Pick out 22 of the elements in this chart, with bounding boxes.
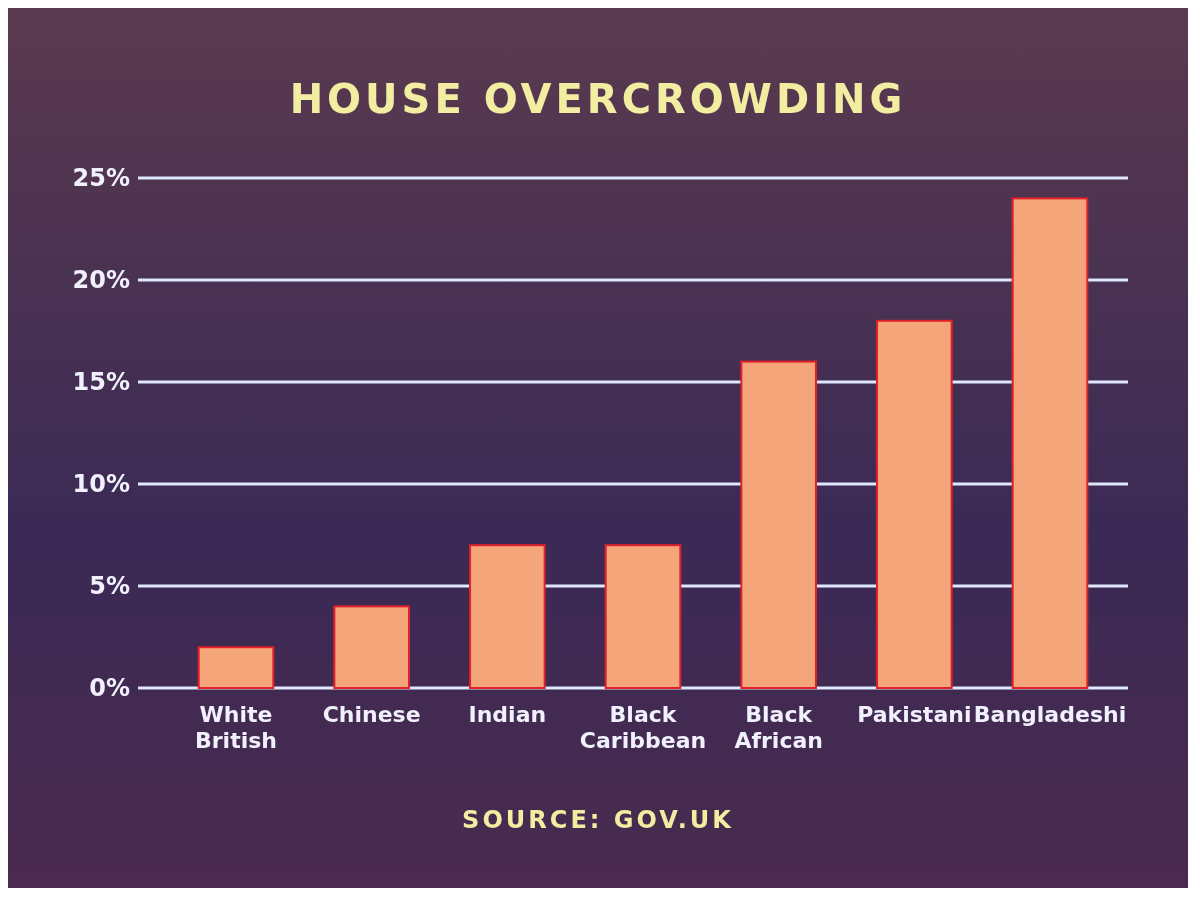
x-tick-label: Pakistani	[857, 702, 972, 727]
bar	[604, 544, 682, 689]
bar	[197, 646, 275, 689]
x-tick-label: Chinese	[322, 702, 421, 727]
bar	[740, 360, 817, 689]
x-tick-label: Black African	[734, 702, 823, 753]
y-tick-label: 0%	[89, 674, 130, 703]
x-tick-label: Indian	[468, 702, 547, 727]
x-tick-label: White British	[195, 702, 277, 753]
y-tick-label: 10%	[72, 470, 130, 499]
bar	[333, 605, 410, 689]
source-note: SOURCE: GOV.UK	[462, 806, 734, 834]
y-tick-label: 15%	[72, 368, 130, 397]
bar	[876, 319, 953, 689]
y-tick-label: 20%	[72, 266, 130, 295]
bar	[1011, 197, 1089, 689]
bar	[469, 544, 546, 689]
x-tick-label: Bangladeshi	[973, 702, 1127, 727]
x-tick-label: Black Caribbean	[579, 702, 707, 753]
y-tick-label: 25%	[72, 164, 130, 193]
chart-title: HOUSE OVERCROWDING	[289, 76, 907, 122]
y-tick-label: 5%	[89, 572, 130, 601]
